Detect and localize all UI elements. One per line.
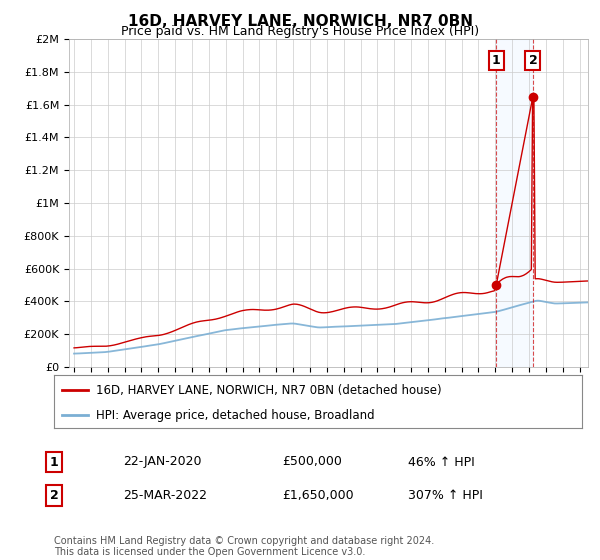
- Text: 1: 1: [50, 455, 58, 469]
- Text: £1,650,000: £1,650,000: [282, 489, 353, 502]
- Text: £500,000: £500,000: [282, 455, 342, 469]
- Text: 2: 2: [50, 489, 58, 502]
- Text: 16D, HARVEY LANE, NORWICH, NR7 0BN: 16D, HARVEY LANE, NORWICH, NR7 0BN: [128, 14, 473, 29]
- Text: 46% ↑ HPI: 46% ↑ HPI: [408, 455, 475, 469]
- Bar: [496, 39, 533, 367]
- Text: 1: 1: [492, 54, 500, 67]
- Text: HPI: Average price, detached house, Broadland: HPI: Average price, detached house, Broa…: [96, 409, 375, 422]
- Text: 16D, HARVEY LANE, NORWICH, NR7 0BN (detached house): 16D, HARVEY LANE, NORWICH, NR7 0BN (deta…: [96, 384, 442, 396]
- Text: Price paid vs. HM Land Registry's House Price Index (HPI): Price paid vs. HM Land Registry's House …: [121, 25, 479, 38]
- Text: 25-MAR-2022: 25-MAR-2022: [123, 489, 207, 502]
- Text: 2: 2: [529, 54, 537, 67]
- Text: 307% ↑ HPI: 307% ↑ HPI: [408, 489, 483, 502]
- Text: Contains HM Land Registry data © Crown copyright and database right 2024.
This d: Contains HM Land Registry data © Crown c…: [54, 535, 434, 557]
- Text: 22-JAN-2020: 22-JAN-2020: [123, 455, 202, 469]
